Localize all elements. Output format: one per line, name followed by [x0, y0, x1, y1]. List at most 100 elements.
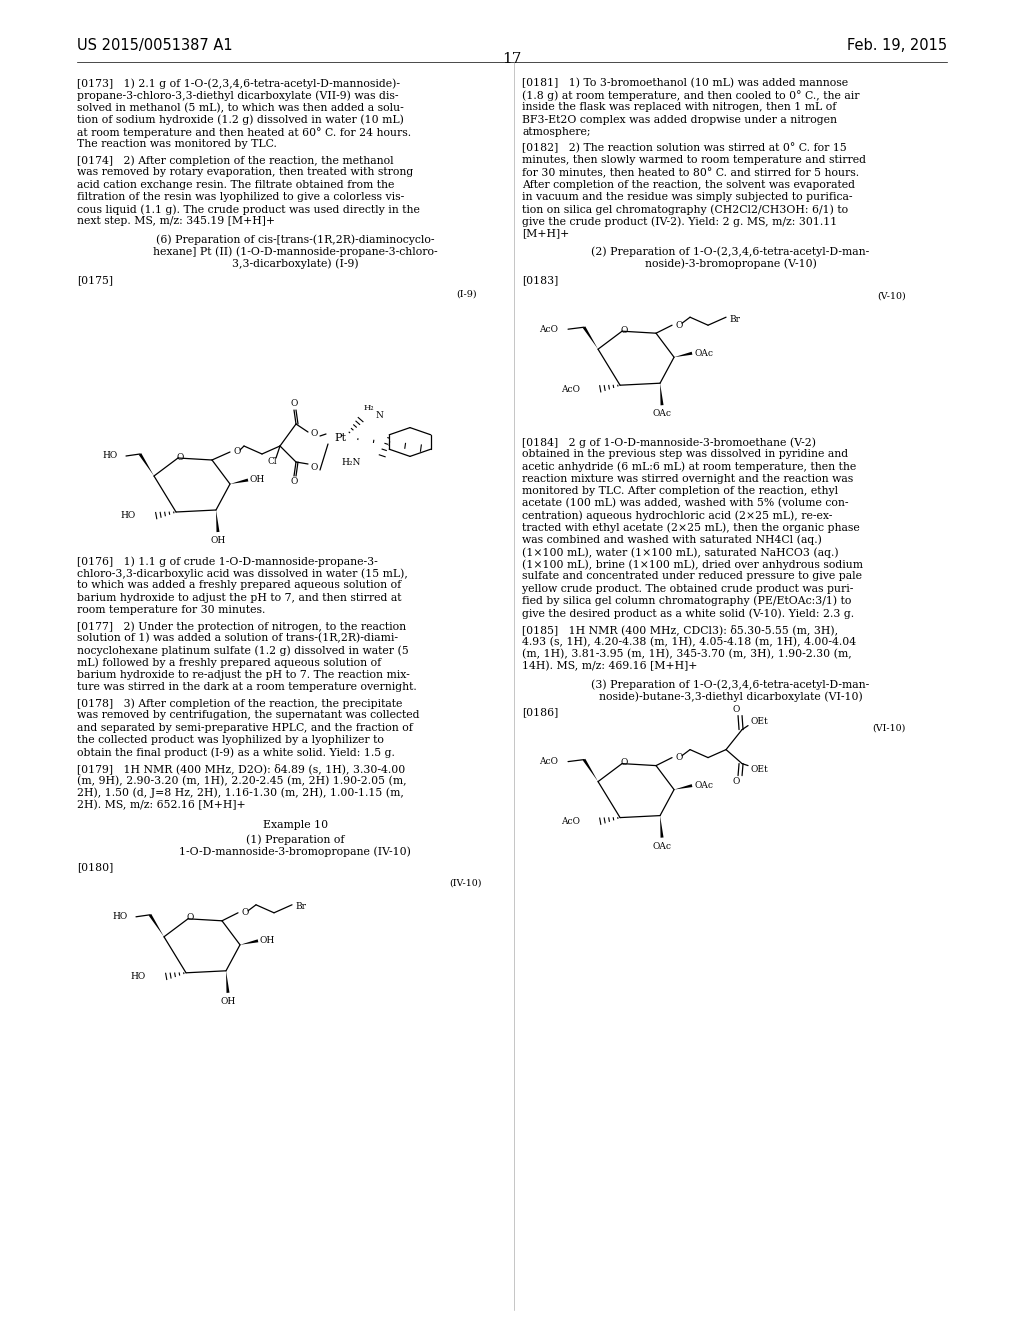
Text: [0185]   1H NMR (400 MHz, CDCl3): δ5.30-5.55 (m, 3H),: [0185] 1H NMR (400 MHz, CDCl3): δ5.30-5.… [522, 624, 839, 635]
Text: (1×100 mL), water (1×100 mL), saturated NaHCO3 (aq.): (1×100 mL), water (1×100 mL), saturated … [522, 546, 839, 557]
Text: [0180]: [0180] [77, 862, 113, 873]
Text: 14H). MS, m/z: 469.16 [M+H]+: 14H). MS, m/z: 469.16 [M+H]+ [522, 661, 697, 671]
Text: atmosphere;: atmosphere; [522, 127, 591, 137]
Text: O: O [732, 777, 739, 787]
Text: O: O [233, 447, 241, 457]
Text: the collected product was lyophilized by a lyophilizer to: the collected product was lyophilized by… [77, 735, 384, 744]
Text: minutes, then slowly warmed to room temperature and stirred: minutes, then slowly warmed to room temp… [522, 156, 866, 165]
Text: [0173]   1) 2.1 g of 1-O-(2,3,4,6-tetra-acetyl-D-mannoside)-: [0173] 1) 2.1 g of 1-O-(2,3,4,6-tetra-ac… [77, 78, 399, 88]
Text: O: O [291, 400, 298, 408]
Text: O: O [621, 326, 628, 335]
Text: HO: HO [131, 973, 146, 981]
Text: OAc: OAc [694, 348, 713, 358]
Text: was combined and washed with saturated NH4Cl (aq.): was combined and washed with saturated N… [522, 535, 822, 545]
Polygon shape [674, 351, 692, 358]
Text: (1.8 g) at room temperature, and then cooled to 0° C., the air: (1.8 g) at room temperature, and then co… [522, 90, 859, 102]
Text: [0182]   2) The reaction solution was stirred at 0° C. for 15: [0182] 2) The reaction solution was stir… [522, 143, 847, 153]
Text: (3) Preparation of 1-O-(2,3,4,6-tetra-acetyl-D-man-: (3) Preparation of 1-O-(2,3,4,6-tetra-ac… [592, 678, 869, 689]
Text: (I-9): (I-9) [456, 289, 477, 298]
Text: [0186]: [0186] [522, 708, 558, 717]
Text: US 2015/0051387 A1: US 2015/0051387 A1 [77, 38, 232, 53]
Polygon shape [660, 816, 664, 838]
Text: tracted with ethyl acetate (2×25 mL), then the organic phase: tracted with ethyl acetate (2×25 mL), th… [522, 523, 860, 533]
Text: noside)-3-bromopropane (V-10): noside)-3-bromopropane (V-10) [645, 259, 816, 269]
Text: [0178]   3) After completion of the reaction, the precipitate: [0178] 3) After completion of the reacti… [77, 698, 402, 709]
Text: OEt: OEt [750, 766, 768, 774]
Text: [0183]: [0183] [522, 275, 558, 285]
Text: OAc: OAc [652, 409, 672, 418]
Text: OAc: OAc [652, 842, 672, 850]
Text: OH: OH [210, 536, 225, 545]
Text: tion of sodium hydroxide (1.2 g) dissolved in water (10 mL): tion of sodium hydroxide (1.2 g) dissolv… [77, 115, 403, 125]
Text: hexane] Pt (II) (1-O-D-mannoside-propane-3-chloro-: hexane] Pt (II) (1-O-D-mannoside-propane… [154, 247, 437, 257]
Text: centration) aqueous hydrochloric acid (2×25 mL), re-ex-: centration) aqueous hydrochloric acid (2… [522, 511, 833, 521]
Text: barium hydroxide to re-adjust the pH to 7. The reaction mix-: barium hydroxide to re-adjust the pH to … [77, 669, 410, 680]
Text: 17: 17 [503, 51, 521, 66]
Polygon shape [216, 510, 219, 532]
Text: was removed by centrifugation, the supernatant was collected: was removed by centrifugation, the super… [77, 710, 419, 721]
Text: N: N [376, 412, 384, 421]
Text: (6) Preparation of cis-[trans-(1R,2R)-diaminocyclo-: (6) Preparation of cis-[trans-(1R,2R)-di… [157, 235, 434, 246]
Text: OAc: OAc [694, 781, 713, 791]
Text: filtration of the resin was lyophilized to give a colorless vis-: filtration of the resin was lyophilized … [77, 191, 404, 202]
Text: [0181]   1) To 3-bromoethanol (10 mL) was added mannose: [0181] 1) To 3-bromoethanol (10 mL) was … [522, 78, 848, 88]
Text: AcO: AcO [539, 325, 558, 334]
Text: O: O [675, 754, 682, 762]
Text: AcO: AcO [561, 384, 580, 393]
Polygon shape [674, 784, 692, 789]
Text: (2) Preparation of 1-O-(2,3,4,6-tetra-acetyl-D-man-: (2) Preparation of 1-O-(2,3,4,6-tetra-ac… [592, 247, 869, 257]
Text: (VI-10): (VI-10) [872, 723, 905, 733]
Text: O: O [732, 705, 739, 714]
Text: (1×100 mL), brine (1×100 mL), dried over anhydrous sodium: (1×100 mL), brine (1×100 mL), dried over… [522, 560, 863, 570]
Text: (IV-10): (IV-10) [450, 879, 481, 888]
Polygon shape [230, 479, 249, 484]
Text: to which was added a freshly prepared aqueous solution of: to which was added a freshly prepared aq… [77, 581, 401, 590]
Text: barium hydroxide to adjust the pH to 7, and then stirred at: barium hydroxide to adjust the pH to 7, … [77, 593, 401, 603]
Text: solved in methanol (5 mL), to which was then added a solu-: solved in methanol (5 mL), to which was … [77, 103, 403, 112]
Text: O: O [176, 453, 183, 462]
Text: O: O [675, 321, 682, 330]
Text: Pt: Pt [334, 433, 346, 444]
Text: Cl: Cl [267, 458, 276, 466]
Text: O: O [621, 758, 628, 767]
Text: AcO: AcO [561, 817, 580, 826]
Text: for 30 minutes, then heated to 80° C. and stirred for 5 hours.: for 30 minutes, then heated to 80° C. an… [522, 168, 859, 178]
Text: reaction mixture was stirred overnight and the reaction was: reaction mixture was stirred overnight a… [522, 474, 853, 484]
Polygon shape [148, 913, 164, 937]
Text: H₂N: H₂N [342, 458, 361, 467]
Polygon shape [226, 970, 229, 993]
Text: nocyclohexane platinum sulfate (1.2 g) dissolved in water (5: nocyclohexane platinum sulfate (1.2 g) d… [77, 645, 409, 656]
Text: acetic anhydride (6 mL:6 mL) at room temperature, then the: acetic anhydride (6 mL:6 mL) at room tem… [522, 462, 856, 473]
Text: monitored by TLC. After completion of the reaction, ethyl: monitored by TLC. After completion of th… [522, 486, 839, 496]
Text: O: O [310, 429, 317, 438]
Text: H₂: H₂ [364, 404, 375, 412]
Text: 3,3-dicarboxylate) (I-9): 3,3-dicarboxylate) (I-9) [232, 259, 358, 269]
Text: give the crude product (IV-2). Yield: 2 g. MS, m/z: 301.11: give the crude product (IV-2). Yield: 2 … [522, 216, 838, 227]
Text: ture was stirred in the dark at a room temperature overnight.: ture was stirred in the dark at a room t… [77, 682, 417, 692]
Text: mL) followed by a freshly prepared aqueous solution of: mL) followed by a freshly prepared aqueo… [77, 657, 381, 668]
Text: The reaction was monitored by TLC.: The reaction was monitored by TLC. [77, 139, 276, 149]
Text: [0184]   2 g of 1-O-D-mannoside-3-bromoethane (V-2): [0184] 2 g of 1-O-D-mannoside-3-bromoeth… [522, 437, 816, 447]
Text: 2H). MS, m/z: 652.16 [M+H]+: 2H). MS, m/z: 652.16 [M+H]+ [77, 800, 246, 810]
Polygon shape [583, 326, 598, 350]
Text: OH: OH [220, 997, 236, 1006]
Text: give the desired product as a white solid (V-10). Yield: 2.3 g.: give the desired product as a white soli… [522, 609, 854, 619]
Text: obtain the final product (I-9) as a white solid. Yield: 1.5 g.: obtain the final product (I-9) as a whit… [77, 747, 394, 758]
Text: (1) Preparation of: (1) Preparation of [246, 834, 345, 845]
Text: AcO: AcO [539, 758, 558, 766]
Text: Example 10: Example 10 [263, 820, 328, 830]
Text: O: O [241, 908, 249, 917]
Text: Br: Br [729, 314, 740, 323]
Text: cous liquid (1.1 g). The crude product was used directly in the: cous liquid (1.1 g). The crude product w… [77, 205, 420, 215]
Text: acid cation exchange resin. The filtrate obtained from the: acid cation exchange resin. The filtrate… [77, 180, 394, 190]
Text: O: O [291, 478, 298, 487]
Text: OH: OH [260, 936, 275, 945]
Text: (V-10): (V-10) [878, 292, 906, 300]
Text: sulfate and concentrated under reduced pressure to give pale: sulfate and concentrated under reduced p… [522, 572, 862, 581]
Text: next step. MS, m/z: 345.19 [M+H]+: next step. MS, m/z: 345.19 [M+H]+ [77, 216, 274, 226]
Text: Br: Br [295, 903, 306, 911]
Text: O: O [310, 463, 317, 473]
Text: tion on silica gel chromatography (CH2Cl2/CH3OH: 6/1) to: tion on silica gel chromatography (CH2Cl… [522, 205, 848, 215]
Text: yellow crude product. The obtained crude product was puri-: yellow crude product. The obtained crude… [522, 583, 853, 594]
Text: (m, 9H), 2.90-3.20 (m, 1H), 2.20-2.45 (m, 2H) 1.90-2.05 (m,: (m, 9H), 2.90-3.20 (m, 1H), 2.20-2.45 (m… [77, 775, 407, 785]
